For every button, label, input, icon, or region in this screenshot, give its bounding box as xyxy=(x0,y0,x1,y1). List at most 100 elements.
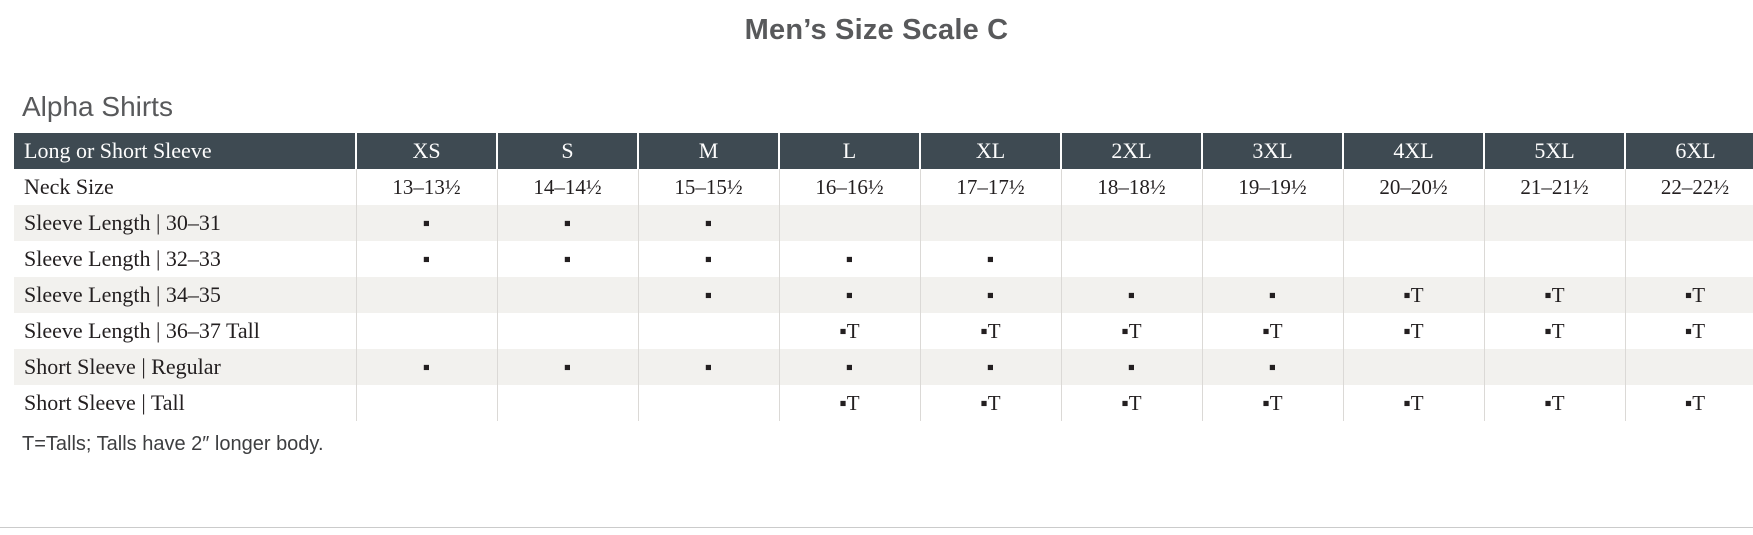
data-cell: ▪ xyxy=(1060,349,1202,385)
data-cell: ▪ xyxy=(919,241,1061,277)
data-cell: ▪T xyxy=(1624,385,1753,421)
header-cell-size: 3XL xyxy=(1201,133,1343,169)
data-cell: ▪T xyxy=(1342,277,1484,313)
data-cell: ▪T xyxy=(1201,385,1343,421)
data-cell xyxy=(496,277,638,313)
data-cell: ▪ xyxy=(1201,349,1343,385)
table-row: Short Sleeve | Tall ▪T ▪T ▪T ▪T ▪T ▪T ▪T xyxy=(14,385,1753,421)
table-body: Neck Size 13–13½ 14–14½ 15–15½ 16–16½ 17–17½ 1… xyxy=(14,169,1753,421)
table-row: Sleeve Length | 30–31 ▪ ▪ ▪ xyxy=(14,205,1753,241)
size-table: Long or Short Sleeve XS S M L XL 2XL 3XL 4XL 5XL 6… xyxy=(14,133,1753,421)
data-cell xyxy=(1624,349,1753,385)
data-cell xyxy=(355,313,497,349)
data-cell: ▪ xyxy=(637,241,779,277)
header-cell-size: 5XL xyxy=(1483,133,1625,169)
data-cell xyxy=(1201,241,1343,277)
data-cell xyxy=(1624,205,1753,241)
table-row: Sleeve Length | 36–37 Tall ▪T ▪T ▪T ▪T ▪T ▪T ▪T xyxy=(14,313,1753,349)
data-cell xyxy=(637,385,779,421)
data-cell: ▪ xyxy=(355,349,497,385)
data-cell: ▪ xyxy=(355,241,497,277)
table-row: Sleeve Length | 34–35 ▪ ▪ ▪ ▪ ▪ ▪T ▪T ▪T xyxy=(14,277,1753,313)
row-label-cell: Sleeve Length | 32–33 xyxy=(24,246,221,271)
data-cell xyxy=(1342,349,1484,385)
data-cell: ▪ xyxy=(1201,277,1343,313)
data-cell: 21–21½ xyxy=(1483,169,1625,205)
data-cell xyxy=(496,385,638,421)
data-cell: 15–15½ xyxy=(637,169,779,205)
data-cell: ▪ xyxy=(1060,277,1202,313)
data-cell: ▪T xyxy=(919,385,1061,421)
data-cell xyxy=(1201,205,1343,241)
data-cell xyxy=(637,313,779,349)
header-cell-size: S xyxy=(496,133,638,169)
header-cell-label: Long or Short Sleeve xyxy=(14,133,356,169)
row-label-cell: Short Sleeve | Regular xyxy=(24,354,221,379)
data-cell: ▪T xyxy=(1060,313,1202,349)
table-row: Short Sleeve | Regular ▪ ▪ ▪ ▪ ▪ ▪ ▪ xyxy=(14,349,1753,385)
data-cell: ▪ xyxy=(919,277,1061,313)
header-cell-size: 2XL xyxy=(1060,133,1202,169)
data-cell xyxy=(1342,205,1484,241)
data-cell: ▪T xyxy=(1483,385,1625,421)
data-cell xyxy=(1483,241,1625,277)
data-cell xyxy=(1342,241,1484,277)
header-cell-size: 4XL xyxy=(1342,133,1484,169)
data-cell: ▪ xyxy=(637,277,779,313)
data-cell: ▪ xyxy=(496,241,638,277)
data-cell: ▪T xyxy=(919,313,1061,349)
data-cell: 13–13½ xyxy=(355,169,497,205)
table-row: Neck Size 13–13½ 14–14½ 15–15½ 16–16½ 17–17½ 1… xyxy=(14,169,1753,205)
header-cell-size: XL xyxy=(919,133,1061,169)
data-cell: ▪T xyxy=(1201,313,1343,349)
data-cell: ▪T xyxy=(1624,277,1753,313)
data-cell: ▪ xyxy=(637,349,779,385)
header-cell-size: 6XL xyxy=(1624,133,1753,169)
data-cell: ▪ xyxy=(778,241,920,277)
data-cell: ▪T xyxy=(1483,277,1625,313)
data-cell: 16–16½ xyxy=(778,169,920,205)
row-label-cell: Neck Size xyxy=(24,174,114,199)
data-cell: ▪ xyxy=(496,349,638,385)
table-head: Long or Short Sleeve XS S M L XL 2XL 3XL 4XL 5XL 6… xyxy=(14,133,1753,169)
data-cell xyxy=(355,277,497,313)
page-title: Men’s Size Scale C xyxy=(744,14,1009,46)
data-cell: ▪T xyxy=(778,313,920,349)
data-cell: ▪T xyxy=(1342,385,1484,421)
data-cell: ▪ xyxy=(778,277,920,313)
data-cell xyxy=(1060,241,1202,277)
data-cell: ▪ xyxy=(919,349,1061,385)
table-row: Sleeve Length | 32–33 ▪ ▪ ▪ ▪ ▪ xyxy=(14,241,1753,277)
data-cell: ▪ xyxy=(637,205,779,241)
data-cell: ▪T xyxy=(1624,313,1753,349)
data-cell xyxy=(778,205,920,241)
data-cell: 18–18½ xyxy=(1060,169,1202,205)
header-cell-size: L xyxy=(778,133,920,169)
data-cell: 14–14½ xyxy=(496,169,638,205)
data-cell: ▪T xyxy=(1342,313,1484,349)
data-cell: 22–22½ xyxy=(1624,169,1753,205)
header-cell-size: M xyxy=(637,133,779,169)
data-cell: ▪ xyxy=(496,205,638,241)
data-cell xyxy=(1483,205,1625,241)
data-cell: ▪ xyxy=(355,205,497,241)
header-cell-size: XS xyxy=(355,133,497,169)
data-cell: ▪ xyxy=(778,349,920,385)
row-label-cell: Sleeve Length | 36–37 Tall xyxy=(24,318,260,343)
data-cell: 19–19½ xyxy=(1201,169,1343,205)
footnote: T=Talls; Talls have 2″ longer body. xyxy=(22,433,324,455)
header-row: Long or Short Sleeve XS S M L XL 2XL 3XL 4XL 5XL 6… xyxy=(14,133,1753,169)
data-cell xyxy=(355,385,497,421)
bottom-divider xyxy=(0,527,1753,528)
data-cell xyxy=(1483,349,1625,385)
data-cell xyxy=(1624,241,1753,277)
data-cell xyxy=(919,205,1061,241)
data-cell: ▪T xyxy=(778,385,920,421)
data-cell: ▪T xyxy=(1060,385,1202,421)
data-cell xyxy=(496,313,638,349)
data-cell xyxy=(1060,205,1202,241)
data-cell: ▪T xyxy=(1483,313,1625,349)
data-cell: 20–20½ xyxy=(1342,169,1484,205)
row-label-cell: Sleeve Length | 34–35 xyxy=(24,282,221,307)
